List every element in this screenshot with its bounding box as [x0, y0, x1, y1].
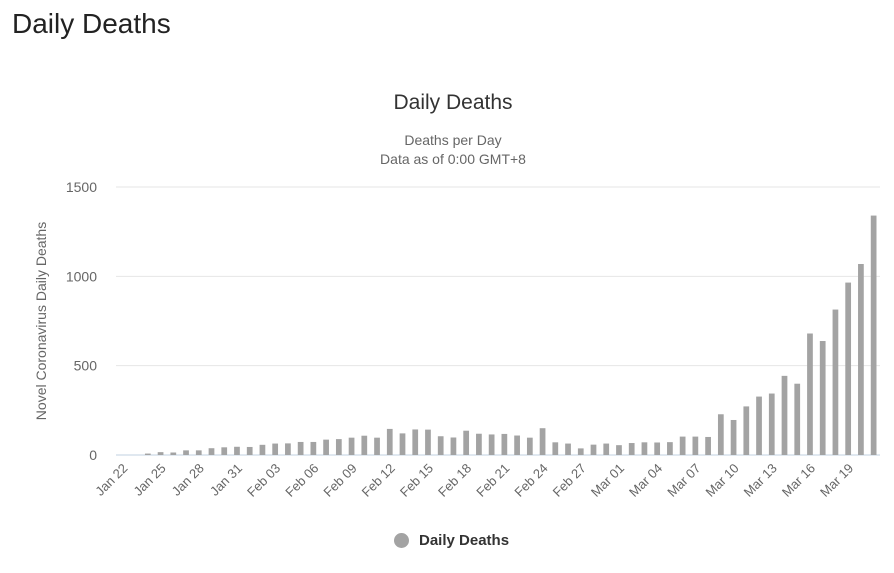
x-tick-label: Mar 07 [664, 461, 703, 500]
bar[interactable] [335, 439, 342, 455]
y-tick-label: 1500 [66, 179, 97, 195]
bar[interactable] [641, 442, 648, 455]
x-tick-label: Mar 19 [817, 461, 856, 500]
bar[interactable] [374, 437, 380, 455]
x-tick-label: Feb 03 [244, 461, 283, 500]
bars [144, 215, 877, 455]
x-tick-label: Feb 12 [359, 461, 398, 500]
bar[interactable] [692, 436, 699, 455]
x-tick-label: Mar 13 [741, 461, 780, 500]
grid-lines [116, 186, 880, 456]
bar[interactable] [845, 282, 852, 455]
page-title: Daily Deaths [12, 8, 171, 39]
bar[interactable] [565, 443, 571, 455]
bar[interactable] [488, 434, 495, 455]
x-tick-label: Feb 06 [282, 461, 321, 500]
bar[interactable] [272, 443, 279, 455]
bar[interactable] [730, 419, 737, 455]
y-axis-title: Novel Coronavirus Daily Deaths [33, 222, 49, 420]
bar[interactable] [870, 215, 877, 455]
x-tick-label: Mar 10 [702, 461, 741, 500]
bar[interactable] [195, 450, 202, 455]
bar[interactable] [323, 439, 329, 455]
x-tick-label: Jan 25 [130, 461, 168, 499]
bar[interactable] [285, 443, 291, 455]
chart-subtitle-data-as-of: Data as of 0:00 GMT+8 [380, 151, 526, 167]
bar[interactable] [246, 446, 253, 455]
x-tick-label: Jan 22 [92, 461, 130, 499]
bar[interactable] [144, 453, 151, 455]
bar[interactable] [450, 437, 457, 455]
bar[interactable] [768, 393, 775, 455]
bar[interactable] [221, 447, 228, 455]
bar[interactable] [858, 264, 864, 455]
bar[interactable] [386, 428, 393, 455]
bar[interactable] [539, 428, 546, 455]
bar[interactable] [183, 450, 189, 455]
bar[interactable] [310, 441, 317, 455]
legend[interactable]: Daily Deaths [394, 532, 509, 549]
bar[interactable] [514, 435, 520, 455]
bar[interactable] [437, 436, 444, 455]
bar[interactable] [259, 444, 266, 455]
x-tick-label: Jan 28 [169, 461, 207, 499]
bar[interactable] [399, 433, 406, 455]
bar[interactable] [679, 436, 686, 455]
bar[interactable] [234, 446, 240, 455]
bar[interactable] [667, 442, 673, 455]
bar[interactable] [170, 452, 177, 455]
bar[interactable] [819, 341, 826, 455]
bar[interactable] [361, 435, 368, 455]
x-tick-label: Jan 31 [207, 461, 245, 499]
bar[interactable] [717, 414, 724, 455]
bar[interactable] [654, 442, 661, 455]
bar[interactable] [501, 433, 508, 455]
x-tick-label: Mar 01 [588, 461, 627, 500]
y-tick-label: 0 [89, 447, 97, 463]
y-tick-label: 500 [74, 358, 98, 374]
bar[interactable] [552, 442, 559, 455]
bar[interactable] [208, 448, 215, 455]
bar[interactable] [832, 309, 839, 455]
legend-label: Daily Deaths [419, 532, 510, 549]
bar[interactable] [476, 433, 482, 455]
chart-title: Daily Deaths [393, 91, 512, 114]
bar[interactable] [603, 443, 610, 455]
bar[interactable] [616, 445, 622, 455]
bar[interactable] [756, 396, 762, 455]
bar[interactable] [425, 429, 431, 455]
bar[interactable] [781, 375, 788, 455]
x-tick-label: Feb 18 [435, 461, 474, 500]
bar[interactable] [807, 333, 813, 455]
chart-subtitle: Deaths per Day [404, 132, 501, 148]
x-tick-label: Feb 24 [511, 461, 550, 500]
x-tick-label: Feb 21 [473, 461, 512, 500]
x-tick-label: Feb 15 [397, 461, 436, 500]
bar[interactable] [577, 448, 584, 455]
y-tick-label: 1000 [66, 268, 97, 284]
bar[interactable] [628, 443, 635, 455]
x-tick-label: Feb 27 [550, 461, 589, 500]
bar[interactable] [705, 436, 711, 455]
bar[interactable] [412, 429, 419, 455]
x-tick-label: Mar 16 [779, 461, 818, 500]
bar[interactable] [794, 383, 801, 455]
legend-marker-icon [394, 533, 409, 548]
bar[interactable] [348, 437, 355, 455]
x-tick-label: Mar 04 [626, 461, 665, 500]
bar[interactable] [526, 437, 533, 455]
bar[interactable] [297, 441, 304, 455]
x-tick-label: Feb 09 [320, 461, 359, 500]
y-axis-ticks: 0 500 1000 1500 [66, 179, 97, 463]
bar[interactable] [157, 452, 164, 455]
bar[interactable] [463, 430, 470, 455]
bar[interactable] [743, 406, 750, 455]
bar[interactable] [590, 444, 597, 455]
